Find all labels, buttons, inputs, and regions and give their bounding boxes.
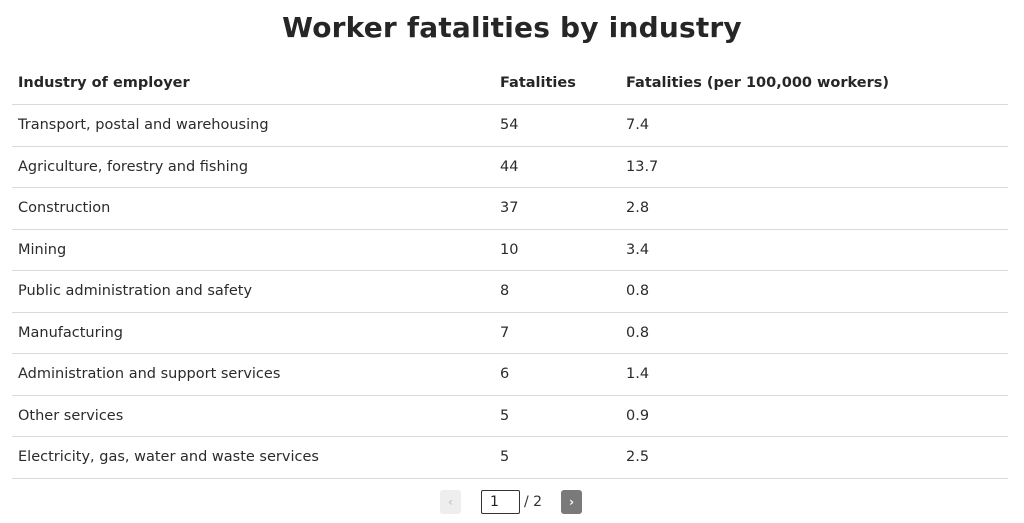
cell-fatalities: 10 [494, 229, 620, 271]
cell-fatalities: 44 [494, 146, 620, 188]
cell-industry: Transport, postal and warehousing [12, 104, 494, 147]
cell-fatalities: 7 [494, 312, 620, 354]
cell-fatalities: 6 [494, 353, 620, 396]
cell-fatality-rate: 13.7 [620, 146, 1008, 188]
cell-fatalities: 5 [494, 436, 620, 479]
table-row: Electricity, gas, water and waste servic… [12, 436, 1008, 479]
table-row: Mining 10 3.4 [12, 229, 1008, 271]
cell-fatality-rate: 2.8 [620, 187, 1008, 230]
cell-fatality-rate: 7.4 [620, 104, 1008, 147]
previous-page-button[interactable]: ‹ [440, 490, 461, 514]
chevron-left-icon: ‹ [448, 495, 453, 509]
chart-title: Worker fatalities by industry [282, 11, 742, 44]
table-header-row: Industry of employer Fatalities Fataliti… [12, 62, 1008, 105]
cell-industry: Other services [12, 395, 494, 437]
column-header-fatality-rate: Fatalities (per 100,000 workers) [620, 62, 1008, 105]
cell-industry: Construction [12, 187, 494, 230]
cell-fatality-rate: 0.9 [620, 395, 1008, 437]
table-row: Transport, postal and warehousing 54 7.4 [12, 104, 1008, 147]
cell-fatality-rate: 0.8 [620, 312, 1008, 354]
chevron-right-icon: › [569, 495, 575, 509]
cell-industry: Mining [12, 229, 494, 271]
table-row: Manufacturing 7 0.8 [12, 312, 1008, 354]
column-header-industry: Industry of employer [12, 62, 494, 105]
column-header-fatalities: Fatalities [494, 62, 620, 105]
cell-fatalities: 8 [494, 270, 620, 313]
table-row: Other services 5 0.9 [12, 395, 1008, 437]
cell-fatality-rate: 2.5 [620, 436, 1008, 479]
cell-industry: Electricity, gas, water and waste servic… [12, 436, 494, 479]
table-row: Administration and support services 6 1.4 [12, 353, 1008, 396]
pagination: ‹ / 2 › [440, 490, 583, 514]
cell-fatality-rate: 3.4 [620, 229, 1008, 271]
cell-fatality-rate: 1.4 [620, 353, 1008, 396]
table-row: Public administration and safety 8 0.8 [12, 270, 1008, 313]
page-number-input[interactable] [481, 490, 520, 514]
page-total: / 2 [524, 494, 543, 510]
cell-fatality-rate: 0.8 [620, 270, 1008, 313]
cell-fatalities: 37 [494, 187, 620, 230]
table-row: Construction 37 2.8 [12, 187, 1008, 230]
table-body: Transport, postal and warehousing 54 7.4 Ag… [12, 104, 1008, 479]
data-table: Industry of employer Fatalities Fataliti… [12, 62, 1008, 479]
cell-industry: Administration and support services [12, 353, 494, 396]
cell-industry: Agriculture, forestry and fishing [12, 146, 494, 188]
cell-fatalities: 54 [494, 104, 620, 147]
table-row: Agriculture, forestry and fishing 44 13.7 [12, 146, 1008, 188]
cell-fatalities: 5 [494, 395, 620, 437]
cell-industry: Public administration and safety [12, 270, 494, 313]
next-page-button[interactable]: › [561, 490, 583, 514]
cell-industry: Manufacturing [12, 312, 494, 354]
